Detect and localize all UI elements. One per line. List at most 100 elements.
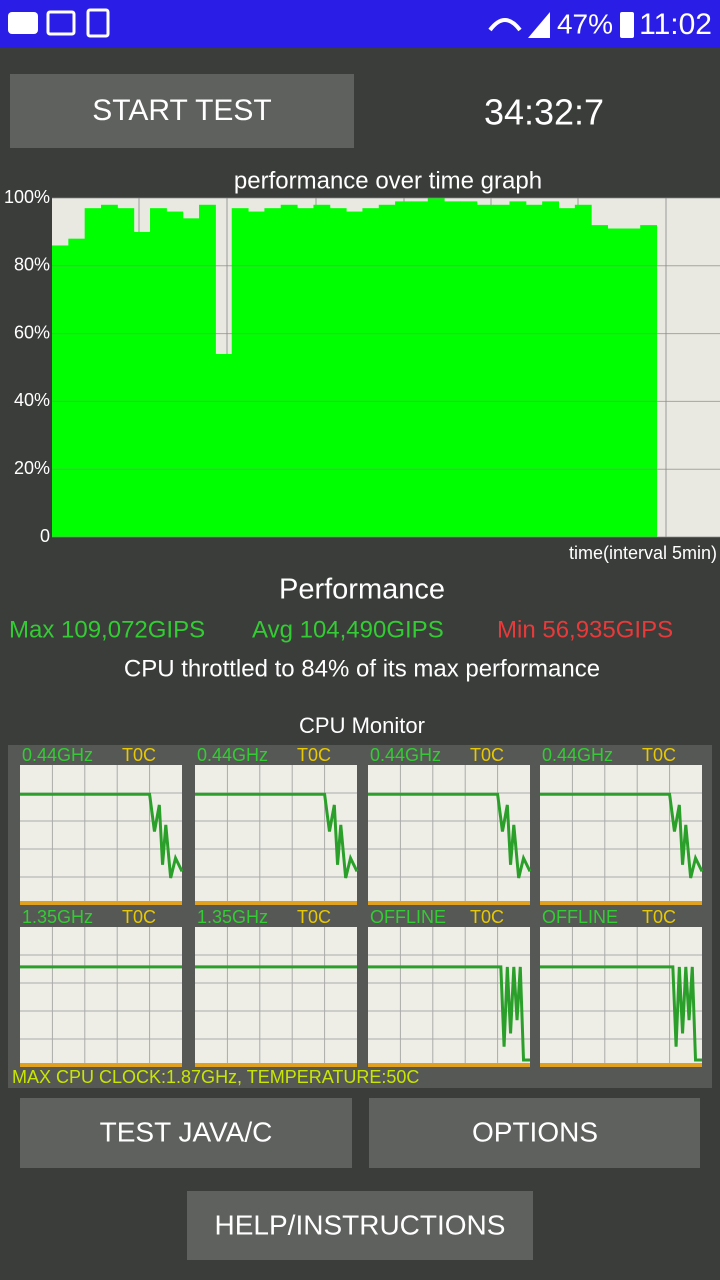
core-graph xyxy=(20,927,182,1067)
core-frequency: OFFLINE xyxy=(370,907,446,927)
core-temperature: T0C xyxy=(642,907,676,927)
core-baseline xyxy=(20,1063,182,1067)
bar xyxy=(427,198,445,537)
performance-title: Performance xyxy=(279,574,445,606)
bar xyxy=(640,225,658,537)
core-temperature: T0C xyxy=(122,907,156,927)
core-baseline xyxy=(540,901,702,905)
y-tick-label: 20% xyxy=(14,458,50,478)
core-temperature: T0C xyxy=(297,907,331,927)
core-baseline xyxy=(195,901,357,905)
bar xyxy=(84,208,102,538)
options-label[interactable]: OPTIONS xyxy=(472,1116,598,1147)
core-line xyxy=(20,792,184,879)
bar xyxy=(264,208,282,538)
status-bar xyxy=(0,0,720,48)
avg-stat: Avg 104,490GIPS xyxy=(252,616,444,643)
bar xyxy=(411,201,429,537)
bar xyxy=(574,204,592,537)
signal-icon xyxy=(528,12,550,38)
core-frequency: 0.44GHz xyxy=(370,745,441,765)
bar xyxy=(150,208,167,538)
core-line xyxy=(540,792,704,879)
y-tick-label: 100% xyxy=(4,187,50,207)
bar xyxy=(182,218,200,537)
bar xyxy=(509,201,527,537)
core-graph xyxy=(195,765,357,905)
bar xyxy=(133,231,151,537)
bar xyxy=(591,225,609,537)
bar xyxy=(199,204,216,537)
bar xyxy=(623,228,641,537)
core-temperature: T0C xyxy=(297,745,331,765)
bar xyxy=(68,238,86,537)
cores: 0.44GHz T0C 0.44GHz T0C 0.44GHz T0C 0.44GHz T0C… xyxy=(20,745,704,1067)
core-temperature: T0C xyxy=(122,745,156,765)
bar xyxy=(476,204,494,537)
start-button-label[interactable]: START TEST xyxy=(92,94,272,127)
bar xyxy=(493,204,510,537)
max-stat: Max 109,072GIPS xyxy=(9,616,205,643)
timer: 34:32:7 xyxy=(484,92,604,133)
bar xyxy=(166,211,184,537)
core-baseline xyxy=(540,1063,702,1067)
bar xyxy=(607,228,625,537)
core-baseline xyxy=(195,1063,357,1067)
status-icon xyxy=(86,8,110,38)
bar xyxy=(297,208,314,538)
bar xyxy=(525,204,543,537)
bar xyxy=(280,204,298,537)
bar xyxy=(215,353,233,537)
core-temperature: T0C xyxy=(470,745,504,765)
bar xyxy=(313,204,331,537)
core-line xyxy=(368,965,530,1062)
core-line xyxy=(195,792,359,879)
core-graph xyxy=(540,765,702,905)
core-line xyxy=(540,965,702,1062)
help-label[interactable]: HELP/INSTRUCTIONS xyxy=(215,1209,506,1240)
core-frequency: 1.35GHz xyxy=(22,907,93,927)
monitor-footer: MAX CPU CLOCK:1.87GHz, TEMPERATURE:50C xyxy=(12,1067,419,1087)
status-icon xyxy=(46,10,76,36)
options-button[interactable] xyxy=(369,1098,700,1168)
bar xyxy=(542,201,560,537)
core-frequency: 0.44GHz xyxy=(542,745,613,765)
core-frequency: 0.44GHz xyxy=(197,745,268,765)
core-temperature: T0C xyxy=(642,745,676,765)
graph-title: performance over time graph xyxy=(234,167,542,194)
y-tick-label: 60% xyxy=(14,322,50,342)
test-java-label[interactable]: TEST JAVA/C xyxy=(100,1116,273,1147)
core-frequency: 0.44GHz xyxy=(22,745,93,765)
core-frequency: OFFLINE xyxy=(542,907,618,927)
start-button[interactable] xyxy=(10,74,354,148)
core-graph xyxy=(195,927,357,1067)
core-baseline xyxy=(368,1063,530,1067)
bar xyxy=(558,208,576,538)
wifi-icon xyxy=(488,18,522,32)
core-baseline xyxy=(20,901,182,905)
core-temperature: T0C xyxy=(470,907,504,927)
throttle-text: CPU throttled to 84% of its max performa… xyxy=(124,655,600,682)
bar xyxy=(52,245,69,537)
bar xyxy=(460,201,478,537)
test-java-button[interactable] xyxy=(20,1098,352,1168)
core-graph xyxy=(20,765,182,905)
core-baseline xyxy=(368,901,530,905)
bar xyxy=(395,201,412,537)
bar xyxy=(248,211,265,537)
status-icon xyxy=(8,12,38,34)
bar xyxy=(346,211,363,537)
bar xyxy=(231,208,249,538)
help-button[interactable] xyxy=(187,1191,533,1260)
bar xyxy=(329,208,347,538)
bar xyxy=(444,201,461,537)
bar xyxy=(101,204,118,537)
min-stat: Min 56,935GIPS xyxy=(497,616,673,643)
y-tick-label: 0 xyxy=(40,526,50,546)
y-tick-label: 80% xyxy=(14,255,50,275)
bar xyxy=(362,208,380,538)
bar xyxy=(378,204,396,537)
battery-icon xyxy=(620,12,634,38)
